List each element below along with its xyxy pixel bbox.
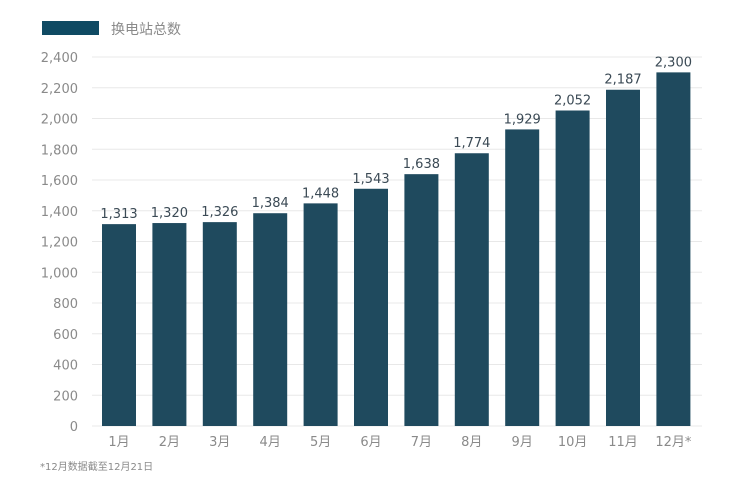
data-label: 2,187 xyxy=(604,73,641,88)
y-tick-label: 1,600 xyxy=(41,174,78,189)
legend-label: 换电站总数 xyxy=(111,21,181,38)
bar xyxy=(656,72,691,426)
y-tick-label: 1,200 xyxy=(41,236,78,251)
data-label: 1,326 xyxy=(201,205,238,220)
bar xyxy=(505,129,540,426)
y-tick-label: 200 xyxy=(53,389,78,404)
x-tick-label: 6月 xyxy=(360,435,381,450)
y-tick-label: 2,400 xyxy=(41,51,78,66)
y-tick-label: 400 xyxy=(53,359,78,374)
bar xyxy=(102,224,136,426)
x-tick-label: 3月 xyxy=(209,435,230,450)
data-label: 1,929 xyxy=(504,112,541,127)
x-tick-label: 4月 xyxy=(260,435,281,450)
bar xyxy=(152,223,187,426)
y-tick-label: 2,200 xyxy=(41,82,78,97)
bar xyxy=(606,89,640,426)
footnote: *12月数据截至12月21日 xyxy=(40,460,153,473)
bar xyxy=(555,110,590,426)
data-label: 1,448 xyxy=(302,186,339,201)
bar xyxy=(454,153,489,426)
legend-swatch xyxy=(42,21,99,35)
x-tick-label: 5月 xyxy=(310,435,331,450)
x-tick-label: 12月* xyxy=(655,435,692,450)
data-label: 1,774 xyxy=(453,136,490,151)
y-tick-label: 1,400 xyxy=(41,205,78,220)
x-tick-label: 1月 xyxy=(108,435,129,450)
bar xyxy=(404,174,439,426)
y-tick-label: 800 xyxy=(53,297,78,312)
bar xyxy=(253,213,288,426)
bar xyxy=(354,188,388,426)
x-tick-label: 2月 xyxy=(159,435,180,450)
data-label: 1,543 xyxy=(352,172,389,187)
data-label: 2,300 xyxy=(655,55,692,70)
data-label: 1,320 xyxy=(151,206,188,221)
y-tick-label: 0 xyxy=(70,420,78,435)
x-tick-label: 8月 xyxy=(461,435,482,450)
y-tick-label: 2,000 xyxy=(41,113,78,128)
data-label: 1,638 xyxy=(403,157,440,172)
x-tick-label: 10月 xyxy=(558,435,588,450)
data-label: 1,313 xyxy=(100,207,137,222)
bar xyxy=(303,203,338,426)
y-tick-label: 1,800 xyxy=(41,143,78,158)
data-label: 1,384 xyxy=(252,196,289,211)
data-label: 2,052 xyxy=(554,94,591,109)
x-tick-label: 11月 xyxy=(608,435,638,450)
x-tick-label: 7月 xyxy=(411,435,432,450)
y-tick-label: 600 xyxy=(53,328,78,343)
bar xyxy=(202,222,237,426)
y-tick-label: 1,000 xyxy=(41,266,78,281)
x-tick-label: 9月 xyxy=(512,435,533,450)
